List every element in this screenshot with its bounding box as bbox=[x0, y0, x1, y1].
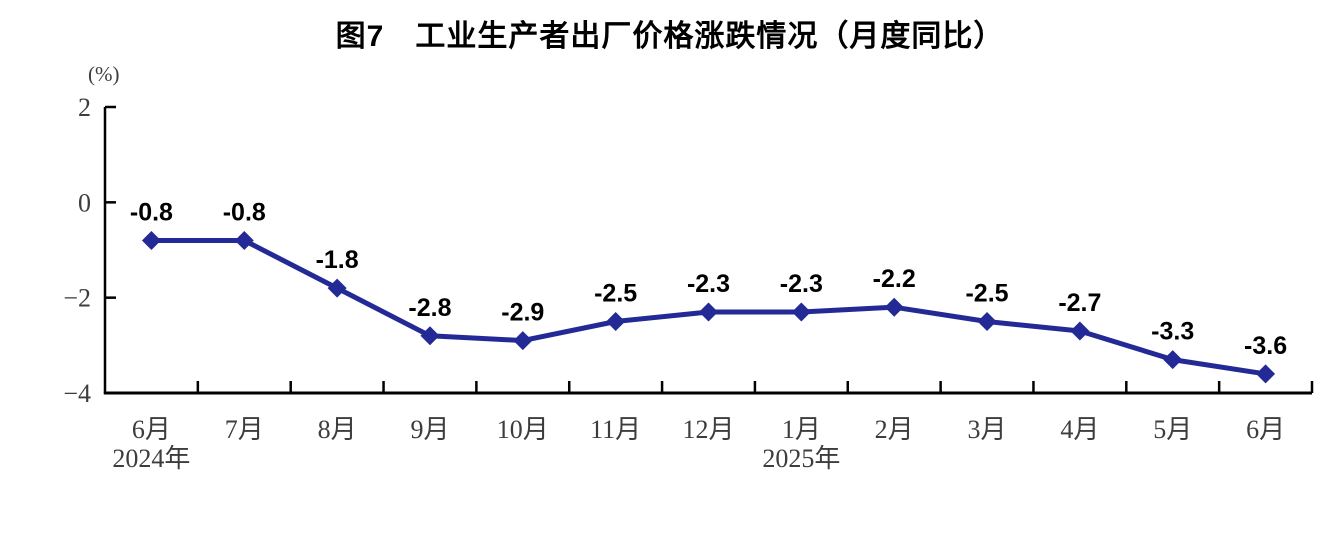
data-point-marker bbox=[1163, 350, 1183, 370]
data-point-label: -2.2 bbox=[873, 265, 916, 293]
x-axis-tick-label: 12月 bbox=[682, 415, 734, 444]
data-point-marker bbox=[141, 230, 161, 250]
data-point-marker bbox=[884, 297, 904, 317]
data-point-marker bbox=[606, 312, 626, 331]
data-point-label: -3.3 bbox=[1151, 318, 1194, 346]
data-point-marker bbox=[513, 331, 533, 351]
data-point-marker bbox=[1256, 364, 1276, 384]
x-axis-year-label: 2024年 bbox=[112, 444, 190, 473]
x-axis-tick-label: 6月 bbox=[132, 415, 171, 444]
x-axis-tick-label: 8月 bbox=[318, 415, 357, 444]
x-axis-tick-label: 6月 bbox=[1246, 415, 1285, 444]
data-point-marker bbox=[234, 230, 254, 250]
x-axis-tick-label: 9月 bbox=[410, 415, 449, 444]
data-point-label: -2.7 bbox=[1058, 289, 1101, 317]
y-axis-tick-label: −2 bbox=[63, 284, 91, 313]
data-point-label: -2.5 bbox=[965, 280, 1008, 308]
x-axis-tick-label: 5月 bbox=[1153, 415, 1192, 444]
y-axis-tick-label: 2 bbox=[78, 93, 91, 122]
x-axis-tick-label: 7月 bbox=[225, 415, 264, 444]
y-axis-unit-label: (%) bbox=[88, 62, 120, 86]
data-point-label: -2.3 bbox=[780, 270, 823, 298]
data-point-marker bbox=[1070, 321, 1090, 341]
chart-title: 图7 工业生产者出厂价格涨跌情况（月度同比） bbox=[335, 20, 1005, 53]
x-axis-tick-label: 11月 bbox=[590, 415, 641, 444]
y-axis-tick-label: 0 bbox=[78, 188, 91, 217]
y-axis-tick-label: −4 bbox=[63, 379, 91, 408]
data-point-label: -0.8 bbox=[130, 198, 173, 226]
data-point-marker bbox=[699, 302, 718, 322]
data-point-marker bbox=[977, 312, 997, 331]
data-point-label: -2.9 bbox=[501, 299, 544, 327]
data-point-marker bbox=[791, 302, 811, 322]
x-axis-year-label: 2025年 bbox=[762, 444, 840, 473]
data-point-label: -2.3 bbox=[687, 270, 730, 298]
x-axis-tick-label: 10月 bbox=[497, 415, 549, 444]
data-point-label: -2.5 bbox=[594, 280, 637, 308]
data-point-label: -0.8 bbox=[223, 198, 266, 226]
data-point-marker bbox=[420, 326, 440, 346]
data-point-label: -2.8 bbox=[408, 294, 451, 322]
data-point-label: -3.6 bbox=[1244, 332, 1287, 360]
data-point-label: -1.8 bbox=[316, 246, 359, 274]
x-axis-tick-label: 3月 bbox=[968, 415, 1007, 444]
x-axis-tick-label: 2月 bbox=[875, 415, 914, 444]
x-axis-tick-label: 1月 bbox=[782, 415, 821, 444]
x-axis-tick-label: 4月 bbox=[1060, 415, 1099, 444]
data-point-marker bbox=[327, 278, 347, 298]
